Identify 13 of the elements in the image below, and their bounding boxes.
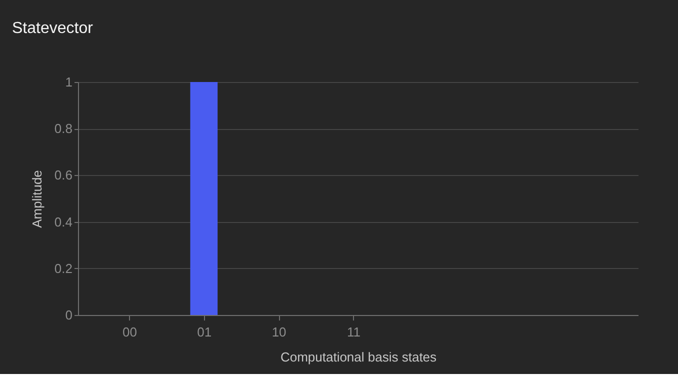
y-tick-label: 0.4 (54, 214, 72, 230)
y-tick-label: 1 (65, 74, 72, 90)
y-tick-label: 0.2 (54, 260, 72, 276)
y-axis-title: Amplitude (29, 170, 44, 228)
chart-title: Statevector (12, 20, 94, 37)
x-tick-label: 10 (272, 324, 286, 340)
x-axis-title: Computational basis states (280, 350, 438, 364)
x-tick-label: 11 (346, 324, 360, 340)
x-tick-label: 01 (197, 324, 212, 340)
x-tick-label: 00 (122, 324, 138, 340)
y-tick-label: 0.8 (54, 121, 72, 136)
y-tick-label: 0 (65, 308, 72, 322)
y-tick-label: 0.6 (54, 168, 72, 183)
